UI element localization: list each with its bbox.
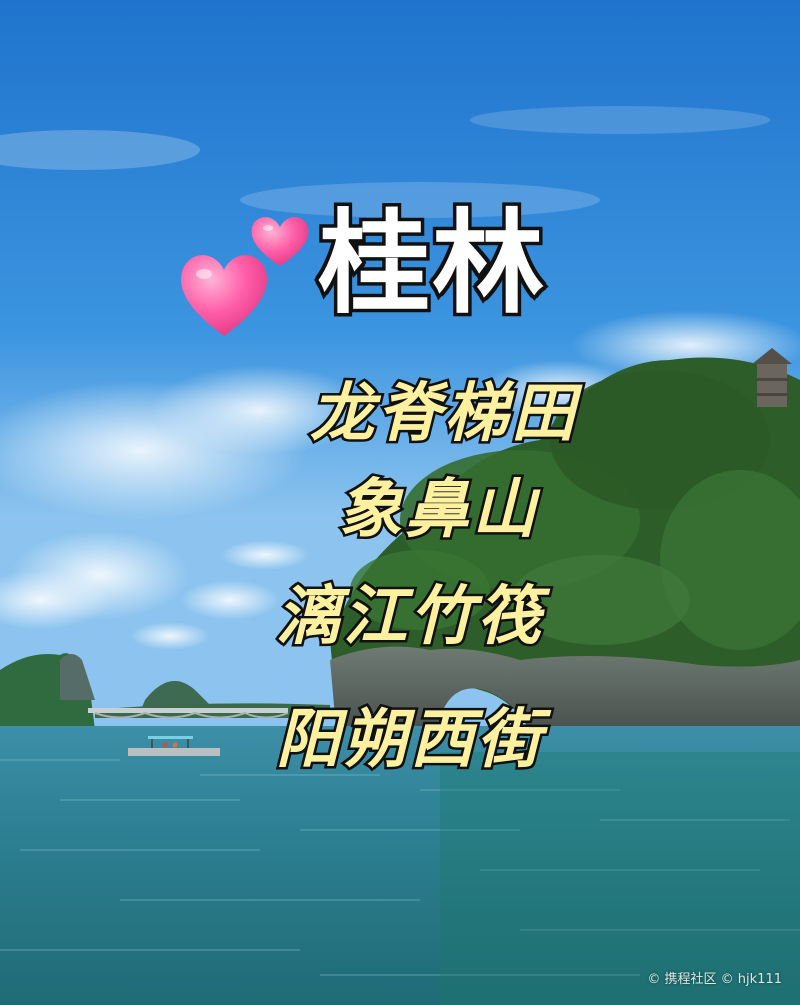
- bamboo-raft-boat: [128, 736, 220, 756]
- distant-hills: [0, 653, 330, 730]
- clouds: [0, 106, 800, 650]
- bridge: [88, 708, 289, 719]
- elephant-trunk-hill: [330, 348, 800, 752]
- subtitle-longji-terraces: 龙脊梯田: [308, 377, 578, 451]
- page-title: 桂林: [315, 199, 548, 329]
- watermark: © 携程社区 © hjk111: [647, 972, 782, 987]
- river-water: [0, 726, 800, 1005]
- two-pink-hearts-icon: [181, 217, 309, 336]
- water-reflection: [440, 752, 800, 1005]
- subtitle-li-river-raft: 漓江竹筏: [274, 580, 544, 654]
- subtitle-yangshuo-west-street: 阳朔西街: [274, 703, 544, 777]
- water-ripples: [0, 759, 800, 976]
- subtitle-elephant-trunk-hill: 象鼻山: [336, 473, 539, 547]
